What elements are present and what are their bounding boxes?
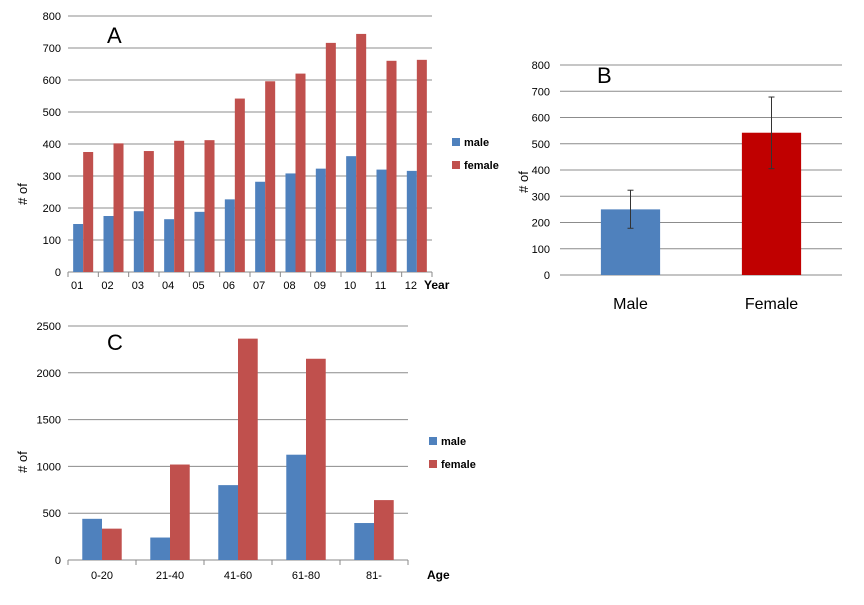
chart-a-bar-male (406, 170, 417, 272)
chart-a-legend-male-label: male (464, 137, 489, 149)
chart-c-bar-male (218, 485, 238, 560)
chart-c-panel-label: C (107, 330, 123, 355)
chart-b: 0 100 200 300 400 500 600 700 800 Male Female B #… (516, 60, 842, 313)
chart-a-bar-female (83, 152, 94, 272)
chart-a-legend: male female (452, 137, 499, 172)
chart-a-legend-female-swatch (452, 161, 460, 169)
chart-c-xtick-label: 41-60 (224, 570, 252, 582)
chart-a: 0 100 200 300 400 500 600 700 800 01 02 03 04 05 06 07… (15, 11, 499, 292)
chart-a-bar-female (386, 60, 397, 272)
chart-b-xtick-label: Male (613, 296, 648, 313)
chart-a-ytick-label: 800 (43, 11, 61, 23)
chart-c-bar-male (286, 454, 306, 560)
chart-c-legend-female-label: female (441, 459, 476, 471)
chart-a-bar-female (234, 98, 245, 272)
chart-a-bar-male (194, 211, 205, 272)
chart-a-bar-female (416, 59, 427, 273)
chart-a-xtick-label: 05 (192, 280, 204, 292)
chart-a-xtick-label: 08 (283, 280, 295, 292)
chart-a-bar-female (113, 143, 124, 272)
chart-c-ytick-label: 0 (55, 555, 61, 567)
chart-a-xtick-label: 09 (314, 280, 326, 292)
chart-a-ytick-label: 700 (43, 43, 61, 55)
chart-a-bar-male (285, 173, 296, 272)
chart-a-bar-female (295, 73, 306, 272)
chart-a-bar-male (346, 156, 357, 272)
chart-c-xlabel: Age (427, 568, 450, 582)
chart-a-ytick-label: 600 (43, 75, 61, 87)
chart-c-legend: male female (429, 436, 476, 471)
chart-a-ytick-label: 300 (43, 171, 61, 183)
chart-c-xtick-label: 61-80 (292, 570, 320, 582)
chart-b-ytick-label: 0 (544, 270, 550, 282)
chart-b-xtick-label: Female (745, 296, 798, 313)
chart-a-bar-female (174, 140, 185, 272)
chart-a-xlabel: Year (424, 278, 450, 292)
chart-a-bar-female (204, 140, 215, 272)
chart-a-bar-female (356, 33, 367, 272)
chart-b-ytick-label: 600 (532, 113, 550, 125)
chart-c-bar-female (170, 464, 190, 560)
chart-a-xtick-label: 10 (344, 280, 356, 292)
chart-a-bar-male (255, 181, 266, 272)
chart-c-bar-female (238, 338, 258, 560)
chart-c-ytick-label: 2000 (37, 368, 61, 380)
chart-a-xtick-label: 04 (162, 280, 174, 292)
chart-c-bar-female (306, 358, 326, 560)
chart-a-xtick-label: 11 (375, 280, 386, 292)
chart-c-ytick-label: 500 (43, 508, 61, 520)
chart-a-bar-male (164, 219, 175, 272)
chart-a-ytick-label: 200 (43, 203, 61, 215)
chart-a-ytick-label: 0 (55, 267, 61, 279)
chart-a-bar-male (315, 168, 326, 272)
chart-b-panel-label: B (597, 63, 612, 88)
chart-a-bar-male (376, 169, 387, 272)
chart-c-bar-male (150, 537, 170, 560)
chart-a-bar-male (133, 211, 144, 272)
chart-c-legend-male-swatch (429, 437, 437, 445)
chart-c: 0 500 1000 1500 2000 2500 0-20 21-40 41-60 61-80… (15, 321, 476, 582)
chart-c-xtick-label: 21-40 (156, 570, 184, 582)
chart-a-panel-label: A (107, 23, 122, 48)
chart-b-ytick-label: 200 (532, 218, 550, 230)
chart-a-legend-male-swatch (452, 138, 460, 146)
chart-c-bar-male (82, 518, 102, 560)
chart-b-ytick-label: 400 (532, 165, 550, 177)
chart-a-xtick-label: 12 (405, 280, 417, 292)
chart-b-ytick-label: 700 (532, 86, 550, 98)
chart-a-xtick-label: 02 (101, 280, 113, 292)
chart-c-xtick-label: 81- (366, 570, 382, 582)
chart-a-xtick-label: 01 (71, 280, 83, 292)
chart-a-ytick-label: 100 (43, 235, 61, 247)
chart-c-ytick-label: 1500 (37, 415, 61, 427)
chart-c-ylabel: # of (15, 451, 30, 473)
chart-a-xtick-label: 06 (223, 280, 235, 292)
chart-a-bar-male (73, 224, 84, 272)
chart-b-ytick-label: 500 (532, 139, 550, 151)
chart-c-bar-female (374, 500, 394, 560)
chart-a-ytick-label: 500 (43, 107, 61, 119)
chart-a-bar-female (265, 81, 276, 272)
chart-b-ytick-label: 800 (532, 60, 550, 72)
chart-c-bar-male (354, 523, 374, 560)
chart-c-ytick-label: 1000 (37, 461, 61, 473)
chart-c-ytick-label: 2500 (37, 321, 61, 333)
chart-a-legend-female-label: female (464, 160, 499, 172)
chart-a-xtick-label: 03 (132, 280, 144, 292)
chart-c-legend-male-label: male (441, 436, 466, 448)
chart-a-ytick-label: 400 (43, 139, 61, 151)
chart-a-bar-female (143, 151, 154, 272)
chart-b-ylabel: # of (516, 171, 531, 193)
chart-a-bar-male (103, 216, 114, 272)
chart-c-xtick-label: 0-20 (91, 570, 113, 582)
chart-b-ytick-label: 300 (532, 191, 550, 203)
chart-c-legend-female-swatch (429, 460, 437, 468)
chart-a-xtick-label: 07 (253, 280, 265, 292)
chart-b-ytick-label: 100 (532, 244, 550, 256)
chart-a-bar-male (224, 199, 235, 272)
chart-a-ylabel: # of (15, 183, 30, 205)
chart-c-bar-female (102, 528, 122, 560)
chart-a-bar-female (325, 42, 336, 272)
